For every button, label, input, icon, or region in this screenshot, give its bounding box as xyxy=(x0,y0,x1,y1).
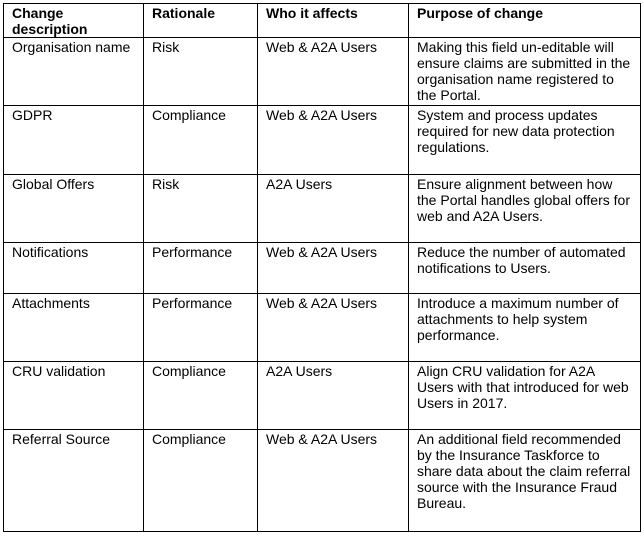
table-row: Global Offers Risk A2A Users Ensure alig… xyxy=(3,174,641,243)
cell-change-description: Notifications xyxy=(3,242,144,294)
cell-purpose-of-change: Ensure alignment between how the Portal … xyxy=(408,174,641,243)
header-purpose-of-change: Purpose of change xyxy=(408,3,641,38)
cell-who-it-affects: Web & A2A Users xyxy=(257,242,409,294)
cell-change-description: GDPR xyxy=(3,105,144,175)
cell-rationale: Compliance xyxy=(143,429,258,532)
table-row: Referral Source Compliance Web & A2A Use… xyxy=(3,429,641,532)
cell-who-it-affects: A2A Users xyxy=(257,174,409,243)
header-change-description: Change description xyxy=(3,3,144,38)
cell-purpose-of-change: Making this field un-editable will ensur… xyxy=(408,37,641,106)
cell-purpose-of-change: System and process updates required for … xyxy=(408,105,641,175)
cell-purpose-of-change: Align CRU validation for A2A Users with … xyxy=(408,361,641,430)
cell-who-it-affects: Web & A2A Users xyxy=(257,429,409,532)
header-who-it-affects: Who it affects xyxy=(257,3,409,38)
cell-rationale: Performance xyxy=(143,242,258,294)
cell-change-description: Global Offers xyxy=(3,174,144,243)
cell-change-description: Attachments xyxy=(3,293,144,362)
cell-rationale: Risk xyxy=(143,174,258,243)
table-row: Organisation name Risk Web & A2A Users M… xyxy=(3,37,641,106)
table-header-row: Change description Rationale Who it affe… xyxy=(3,3,641,38)
cell-rationale: Risk xyxy=(143,37,258,106)
cell-rationale: Performance xyxy=(143,293,258,362)
cell-change-description: CRU validation xyxy=(3,361,144,430)
cell-purpose-of-change: Reduce the number of automated notificat… xyxy=(408,242,641,294)
cell-who-it-affects: Web & A2A Users xyxy=(257,293,409,362)
cell-who-it-affects: A2A Users xyxy=(257,361,409,430)
cell-rationale: Compliance xyxy=(143,361,258,430)
table-row: CRU validation Compliance A2A Users Alig… xyxy=(3,361,641,430)
table-row: GDPR Compliance Web & A2A Users System a… xyxy=(3,105,641,175)
changes-table: Change description Rationale Who it affe… xyxy=(3,3,641,532)
header-rationale: Rationale xyxy=(143,3,258,38)
cell-who-it-affects: Web & A2A Users xyxy=(257,105,409,175)
cell-purpose-of-change: Introduce a maximum number of attachment… xyxy=(408,293,641,362)
cell-who-it-affects: Web & A2A Users xyxy=(257,37,409,106)
cell-rationale: Compliance xyxy=(143,105,258,175)
table-row: Notifications Performance Web & A2A User… xyxy=(3,242,641,294)
cell-change-description: Organisation name xyxy=(3,37,144,106)
table-row: Attachments Performance Web & A2A Users … xyxy=(3,293,641,362)
cell-change-description: Referral Source xyxy=(3,429,144,532)
cell-purpose-of-change: An additional field recommended by the I… xyxy=(408,429,641,532)
